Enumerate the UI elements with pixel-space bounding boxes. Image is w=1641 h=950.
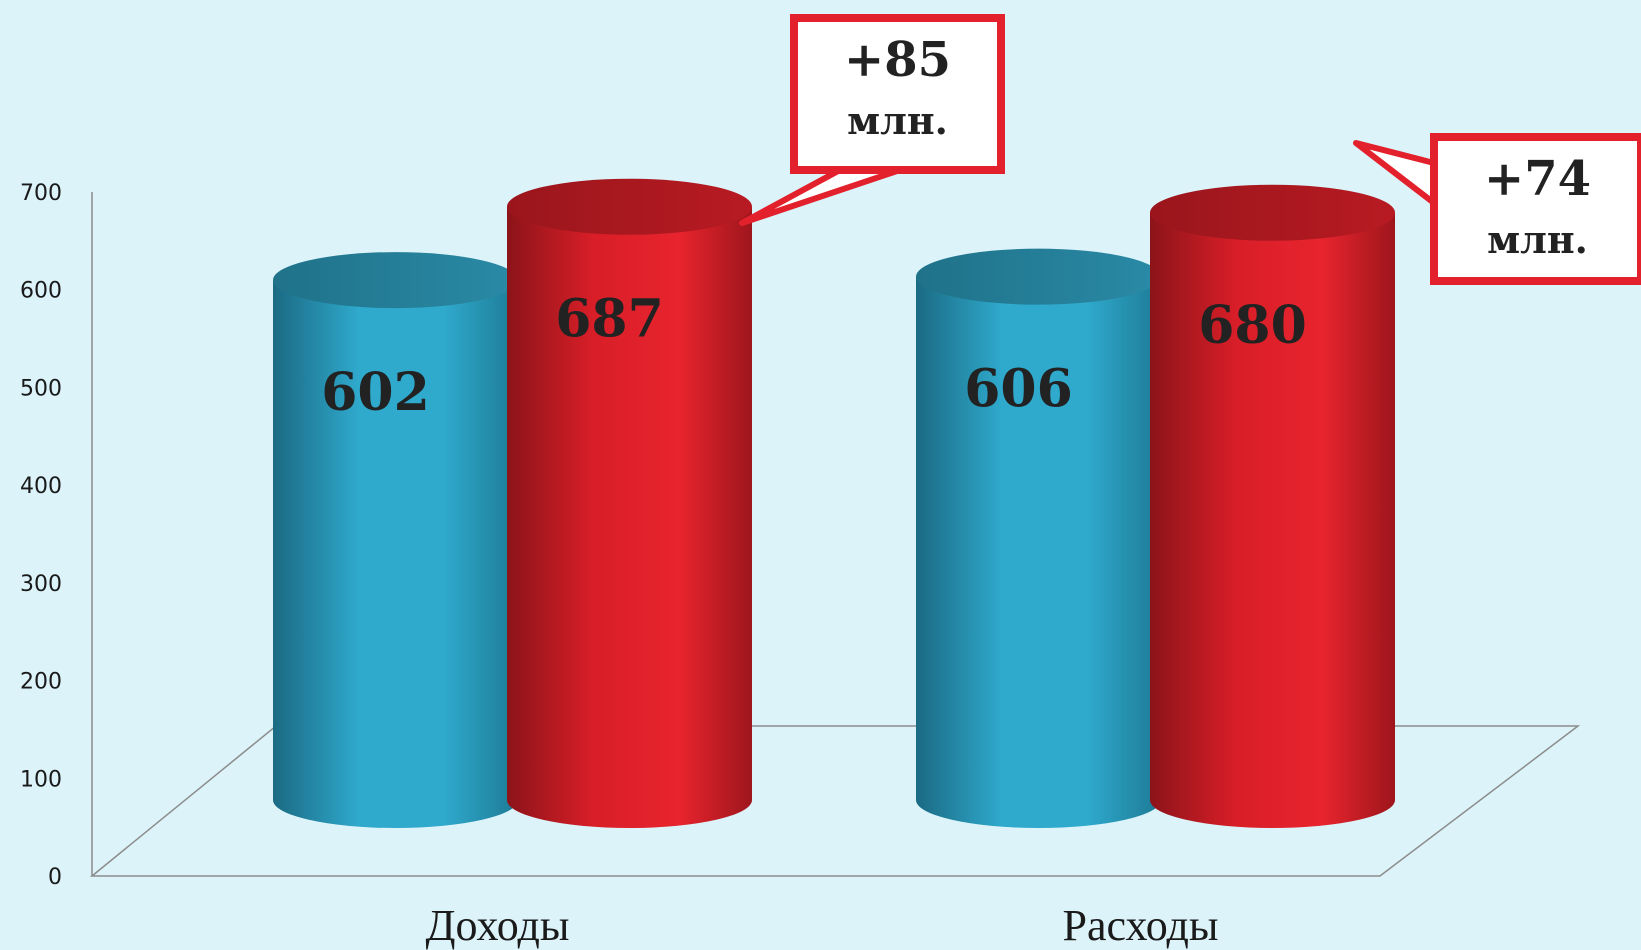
callout-pointer [1353, 140, 1437, 206]
bar-Доходы-1: 687 [507, 178, 752, 829]
callout-2: +74 млн. [1353, 133, 1641, 285]
y-tick-label: 0 [48, 865, 62, 890]
bar-value-label: 606 [964, 359, 1073, 420]
bar-top [916, 248, 1161, 305]
bar-value-label: 687 [555, 289, 664, 350]
y-tick-label: 500 [20, 376, 62, 401]
chart-floor [89, 725, 1581, 877]
bar-body [916, 276, 1161, 829]
floor-outline [89, 725, 1581, 877]
bar-value-label: 680 [1198, 295, 1307, 356]
callout-box [798, 22, 997, 166]
callout-unit: млн. [847, 98, 948, 143]
bar-body [273, 280, 518, 829]
y-tick-label: 700 [20, 181, 62, 206]
bar-Расходы-0: 606 [916, 248, 1161, 829]
bar-top [507, 178, 752, 235]
bars: 602 687 606 680 [273, 178, 1395, 829]
callout-1: +85 млн. [739, 14, 1005, 226]
callout-box [1438, 141, 1637, 277]
bar-Расходы-1: 680 [1150, 184, 1395, 829]
bar-body [1150, 212, 1395, 829]
bar-value-label: 602 [321, 362, 430, 423]
y-axis: 0 100 200 300 400 500 600 700 [20, 181, 93, 890]
category-labels: Доходы Расходы [426, 901, 1219, 950]
y-tick-label: 100 [20, 767, 62, 792]
y-tick-label: 200 [20, 670, 62, 695]
callout-value: +85 [844, 32, 951, 88]
y-tick-label: 300 [20, 572, 62, 597]
callout-pointer [739, 167, 903, 226]
callout-unit: млн. [1487, 217, 1588, 262]
bar-top [273, 252, 518, 309]
bar-top [1150, 184, 1395, 241]
callout-value: +74 [1484, 151, 1591, 207]
x-category-label: Доходы [426, 901, 570, 950]
callouts: +85 млн. +74 млн. [739, 14, 1641, 285]
x-category-label: Расходы [1063, 901, 1219, 950]
y-tick-label: 400 [20, 474, 62, 499]
bar-Доходы-0: 602 [273, 252, 518, 829]
y-tick-label: 600 [20, 279, 62, 304]
bar-body [507, 206, 752, 829]
